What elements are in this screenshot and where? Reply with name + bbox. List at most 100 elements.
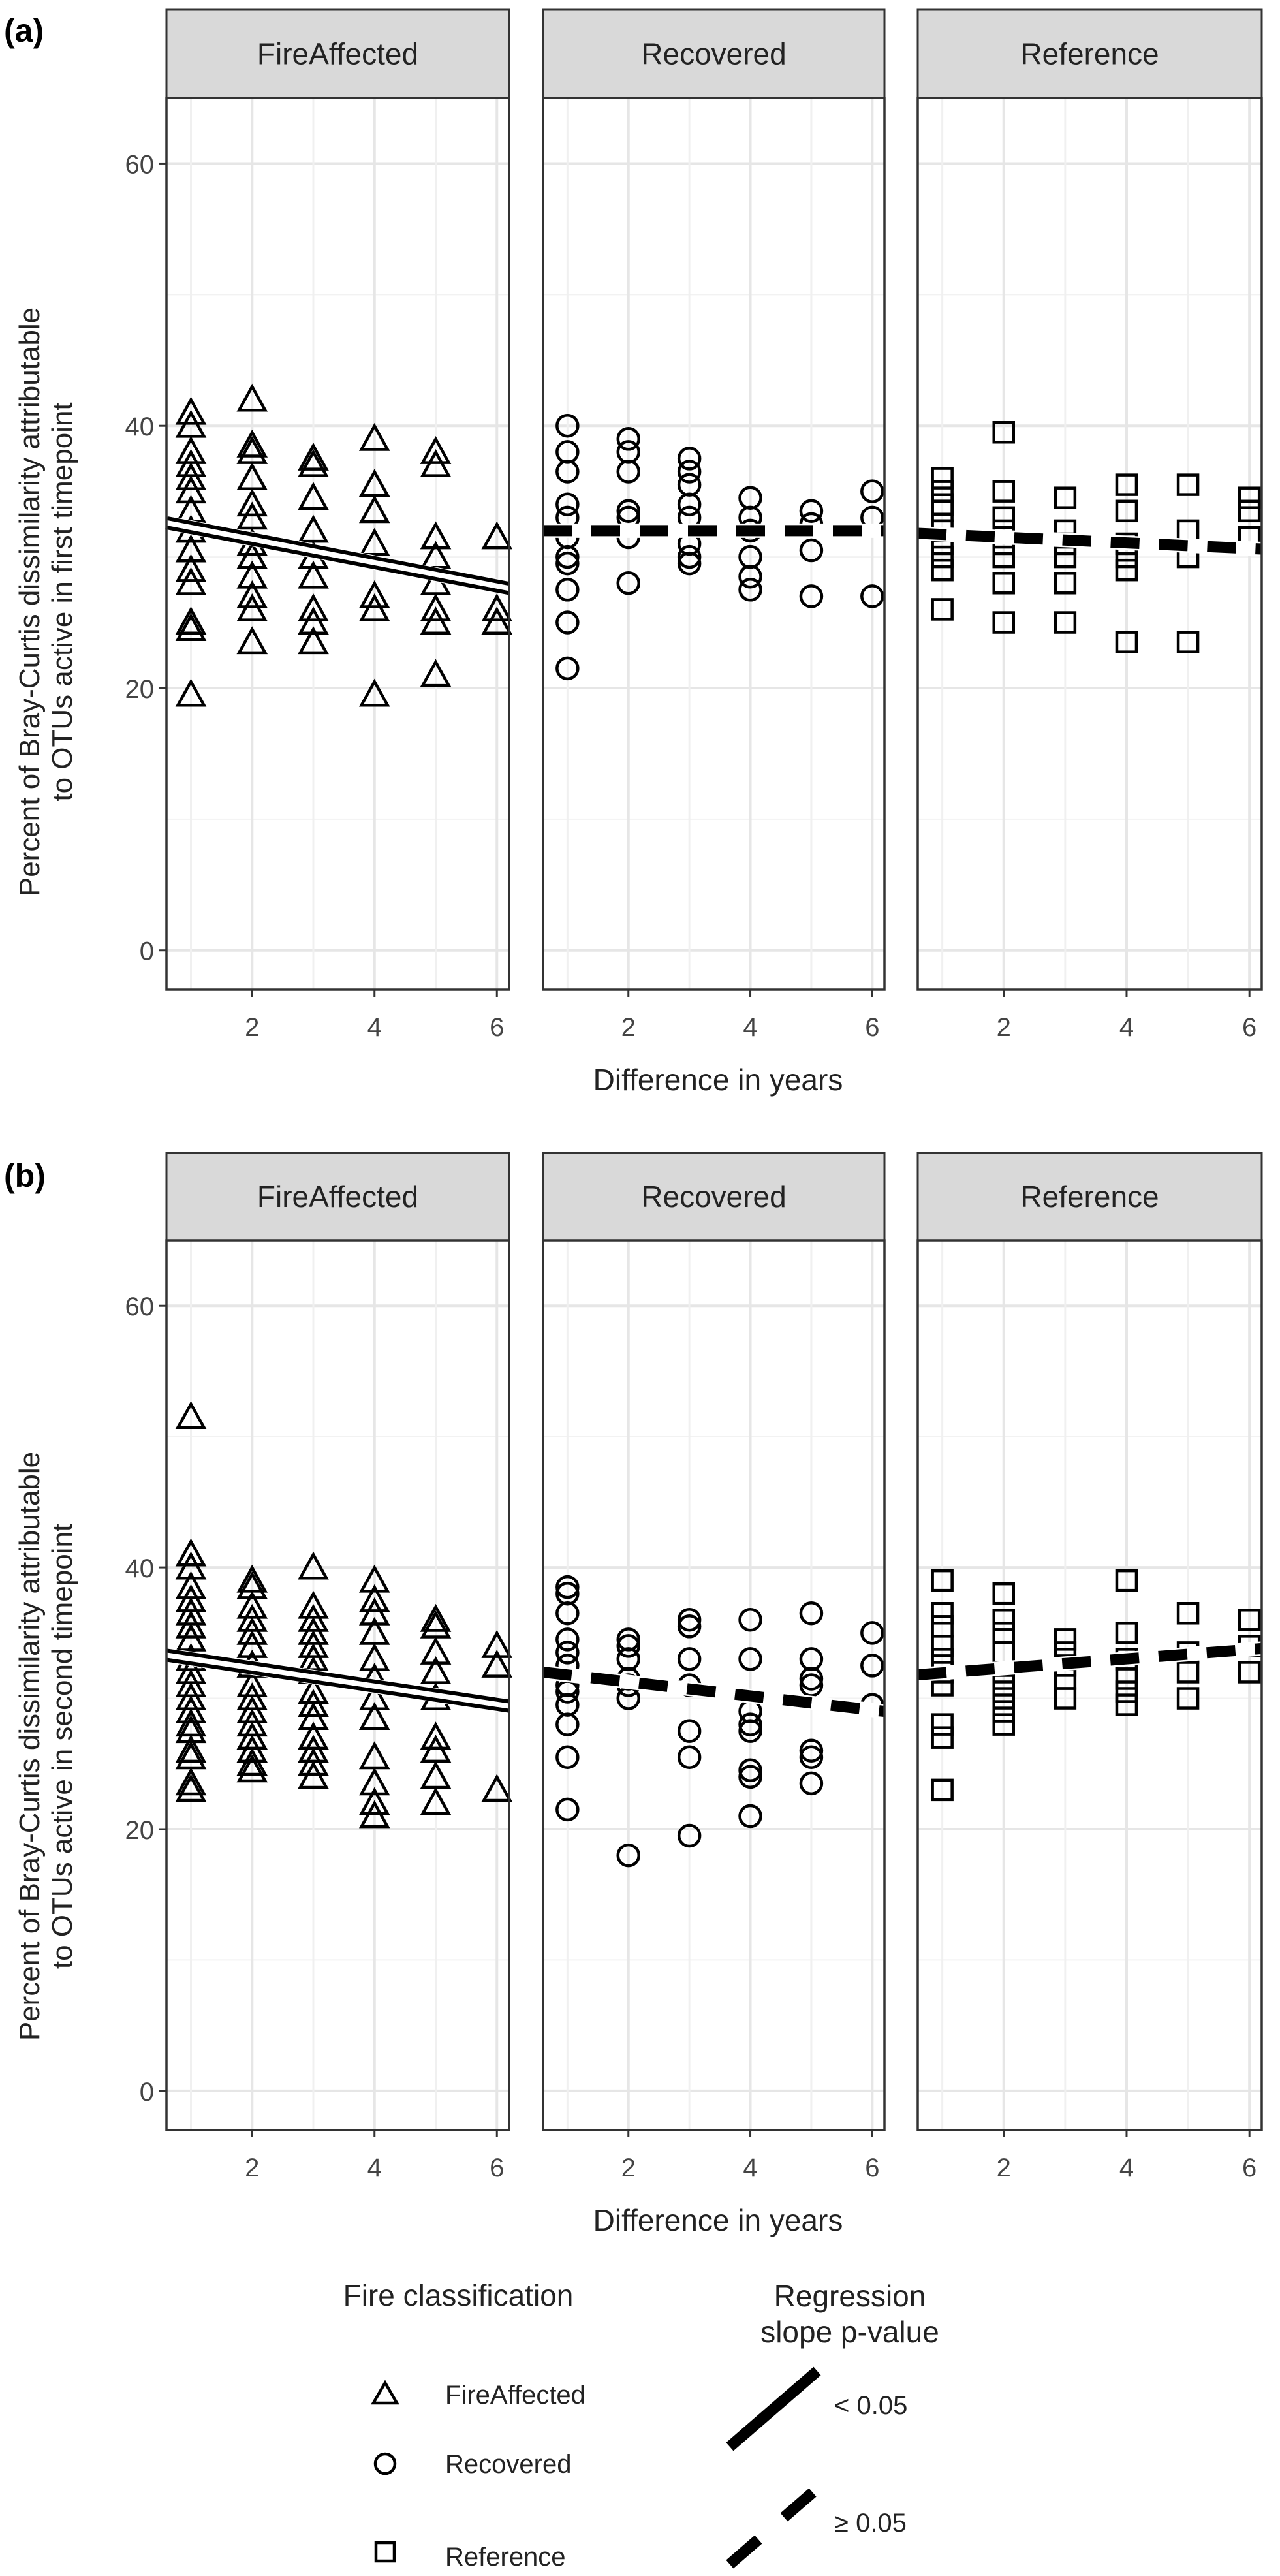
point-b-1-29 <box>738 1712 762 1736</box>
point-b-1-27 <box>738 1647 762 1671</box>
point-b-2-8 <box>931 1726 954 1749</box>
point-b-2-25 <box>1115 1622 1138 1644</box>
point-a-0-26 <box>298 442 329 471</box>
legend-item-reference: Reference <box>445 2543 566 2571</box>
point-b-1-38 <box>799 1738 824 1763</box>
point-a-0-28 <box>298 482 329 510</box>
x-tick-label-b-2-0: 2 <box>997 2154 1011 2182</box>
strip-label-b-0: FireAffected <box>257 1180 418 1214</box>
y-tick-label-b-2: 40 <box>125 1554 155 1583</box>
point-b-2-19 <box>1054 1628 1077 1651</box>
point-b-0-55 <box>358 1702 390 1731</box>
point-a-1-30 <box>738 564 762 589</box>
legend-item-significant: < 0.05 <box>834 2391 907 2420</box>
panel-border-a-2 <box>916 97 1263 991</box>
point-b-0-39 <box>298 1642 329 1671</box>
point-b-1-32 <box>738 1765 762 1789</box>
point-a-1-32 <box>799 499 824 524</box>
point-b-0-47 <box>298 1761 329 1789</box>
point-b-0-20 <box>236 1571 268 1599</box>
point-b-1-24 <box>677 1745 702 1769</box>
point-b-0-23 <box>236 1616 268 1645</box>
panel-border-a-0 <box>165 97 510 991</box>
x-tick-label-a-2-0: 2 <box>997 1013 1011 1042</box>
strip-box-b-0 <box>165 1152 510 1242</box>
y-axis-label-line-2-a: to OTUs active in first timepoint <box>46 402 78 801</box>
x-tick-label-b-2-1: 4 <box>1119 2154 1134 2182</box>
point-a-1-19 <box>677 460 702 484</box>
point-b-2-16 <box>992 1687 1015 1710</box>
point-b-1-41 <box>860 1621 884 1645</box>
point-b-1-21 <box>677 1647 702 1671</box>
point-b-0-46 <box>298 1748 329 1776</box>
point-b-0-57 <box>358 1767 390 1796</box>
point-b-1-2 <box>555 1601 580 1626</box>
point-b-0-15 <box>175 1735 207 1763</box>
point-b-2-30 <box>1176 1602 1200 1625</box>
point-a-2-27 <box>1115 558 1138 582</box>
point-a-1-31 <box>738 578 762 602</box>
point-b-2-34 <box>1238 1609 1261 1631</box>
panel-tag-a: (a) <box>4 12 44 49</box>
point-a-2-7 <box>931 558 954 582</box>
x-tick-label-b-0-2: 6 <box>490 2154 504 2182</box>
point-b-2-18 <box>992 1713 1015 1736</box>
point-a-1-6 <box>555 544 580 569</box>
point-a-1-8 <box>555 578 580 602</box>
point-b-0-58 <box>358 1787 390 1815</box>
panel-border-a-1 <box>542 97 886 991</box>
point-b-0-48 <box>358 1564 390 1593</box>
point-a-0-0 <box>175 396 207 425</box>
point-a-1-13 <box>616 460 640 484</box>
point-a-0-33 <box>298 606 329 635</box>
point-a-2-17 <box>1054 486 1077 509</box>
strip-label-b-2: Reference <box>1020 1180 1159 1214</box>
strip-box-b-1 <box>542 1152 886 1242</box>
point-b-2-9 <box>931 1778 954 1802</box>
point-a-0-14 <box>236 383 268 412</box>
point-b-1-13 <box>616 1634 640 1658</box>
strip-label-a-2: Reference <box>1020 37 1159 71</box>
point-b-1-18 <box>616 1843 640 1868</box>
point-b-0-1 <box>175 1538 207 1567</box>
panel-a-recovered: Recovered 2 4 6 <box>542 8 886 1042</box>
legend: Fire classification FireAffected Recover… <box>343 2278 939 2571</box>
point-b-1-39 <box>799 1745 824 1769</box>
point-a-2-24 <box>1115 499 1138 523</box>
point-a-0-10 <box>175 567 207 595</box>
point-a-1-2 <box>555 460 580 484</box>
point-b-0-65 <box>420 1721 452 1750</box>
point-a-2-14 <box>992 545 1015 569</box>
point-a-0-38 <box>358 527 390 556</box>
point-b-1-4 <box>555 1641 580 1665</box>
point-a-2-8 <box>931 598 954 621</box>
legend-shape-title: Fire classification <box>343 2278 574 2312</box>
regression-line-a-2 <box>917 527 1262 555</box>
legend-square-icon <box>374 2541 396 2563</box>
point-a-0-24 <box>236 593 268 621</box>
point-a-0-31 <box>298 560 329 589</box>
panel-tag-b: (b) <box>4 1157 46 1194</box>
x-axis-label-a: Difference in years <box>593 1063 843 1097</box>
strip-label-a-0: FireAffected <box>257 37 418 71</box>
legend-triangle-icon <box>371 2380 399 2405</box>
x-tick-label-b-1-2: 6 <box>865 2154 879 2182</box>
point-b-2-7 <box>931 1713 954 1736</box>
y-axis-label-line-2-b: to OTUs active in second timepoint <box>46 1524 78 1969</box>
point-b-2-32 <box>1176 1661 1200 1684</box>
point-a-1-25 <box>677 551 702 576</box>
point-a-0-12 <box>175 613 207 642</box>
point-b-1-20 <box>677 1614 702 1639</box>
point-b-0-17 <box>175 1767 207 1796</box>
x-tick-label-a-0-1: 4 <box>367 1013 382 1042</box>
point-b-2-36 <box>1238 1661 1261 1684</box>
point-a-0-8 <box>175 534 207 563</box>
point-b-1-3 <box>555 1627 580 1652</box>
point-b-0-12 <box>175 1695 207 1724</box>
point-a-1-36 <box>860 479 884 503</box>
point-b-0-2 <box>175 1551 207 1580</box>
point-a-2-11 <box>992 506 1015 529</box>
point-b-1-37 <box>799 1673 824 1697</box>
point-a-0-5 <box>175 475 207 504</box>
point-a-2-9 <box>992 421 1015 444</box>
